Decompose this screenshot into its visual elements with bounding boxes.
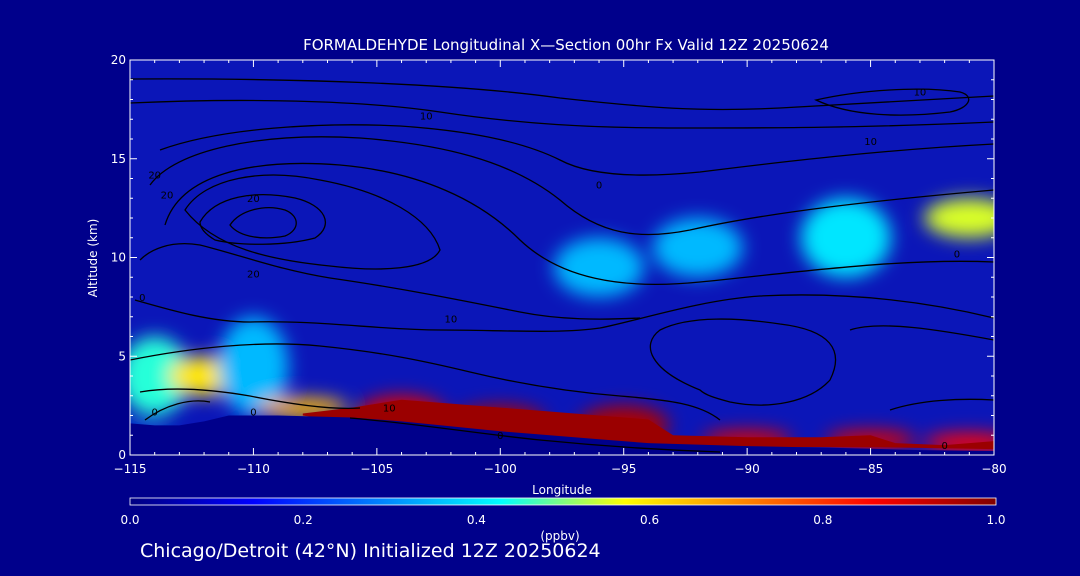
contour-label: 0 [151,408,157,419]
y-tick-label: 5 [118,349,126,363]
contour-label: 0 [139,293,145,304]
contour-label: 20 [148,171,161,182]
colorbar-tick-label: 0.6 [640,513,659,527]
field-patch [924,198,994,238]
colorbar [129,497,997,506]
x-axis-label: Longitude [532,483,592,497]
x-tick-label: −110 [237,462,270,476]
contour-label: 10 [445,315,458,326]
field-patch [924,433,994,454]
x-tick-label: −90 [734,462,759,476]
contour-label: 10 [864,137,877,148]
contour-label: 10 [420,111,433,122]
terrain [130,415,994,455]
y-axis: 0 5 10 15 20 [111,53,994,462]
colorbar-tick-label: 0.8 [813,513,832,527]
contour-label: 20 [247,269,260,280]
field-patch [130,336,190,416]
colorbar-tick-label: 0.4 [467,513,486,527]
field-patch [800,198,891,278]
colorbar-ticks: 0.0 0.2 0.4 0.6 0.8 1.0 [120,513,1005,527]
contour-label: 10 [914,88,927,99]
colorbar-label: (ppbv) [540,529,579,543]
x-tick-label: −100 [484,462,517,476]
location-caption: Chicago/Detroit (42°N) Initialized 12Z 2… [140,540,601,562]
y-tick-label: 10 [111,251,126,265]
field-patch [554,237,645,297]
x-axis: −115 −110 −105 −100 −95 −90 −85 −80 [114,60,1007,476]
x-tick-label: −85 [858,462,883,476]
colorbar-tick-label: 1.0 [986,513,1005,527]
colorbar-tick-label: 0.0 [120,513,139,527]
chart-title: FORMALDEHYDE Longitudinal X—Section 00hr… [303,36,829,54]
contour-lines [130,78,994,453]
contour-label: 0 [941,441,947,452]
contour-label: 0 [596,180,602,191]
contour-label: 20 [247,194,260,205]
contour-label: 0 [954,250,960,261]
x-tick-label: −95 [611,462,636,476]
y-axis-label: Altitude (km) [86,219,100,298]
x-tick-label: −105 [360,462,393,476]
surface-maximum-band [302,399,994,450]
x-tick-label: −115 [114,462,147,476]
field-patch [652,218,743,278]
contour-label: 20 [161,190,174,201]
y-tick-label: 15 [111,152,126,166]
contour-label: 0 [250,408,256,419]
x-tick-label: −80 [981,462,1006,476]
y-tick-label: 0 [118,448,126,462]
contour-label: 0 [497,431,503,442]
contour-label: 10 [383,404,396,415]
colorbar-tick-label: 0.2 [294,513,313,527]
field-patch [218,316,289,416]
y-tick-label: 20 [111,53,126,67]
